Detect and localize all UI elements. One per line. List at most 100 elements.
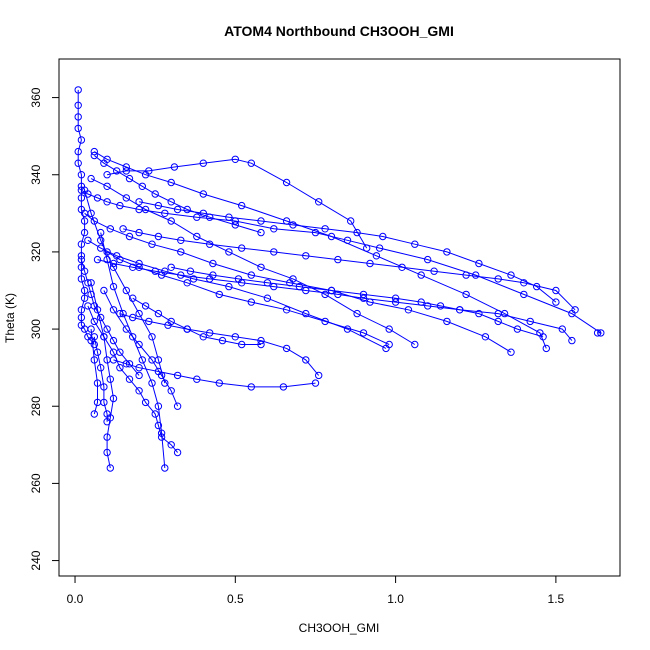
data-point	[90, 302, 99, 310]
x-tick-label: 0.5	[227, 592, 244, 606]
data-point	[315, 198, 323, 206]
data-point	[93, 348, 102, 356]
data-point	[430, 267, 438, 275]
data-point	[327, 286, 336, 295]
series-line	[100, 232, 166, 469]
data-point	[141, 398, 150, 407]
data-point	[177, 248, 185, 256]
series-line	[90, 178, 416, 345]
x-axis: 0.0 0.5 1.0 1.5	[67, 575, 565, 606]
data-point	[100, 286, 108, 295]
data-point	[183, 279, 191, 287]
data-point	[311, 379, 320, 387]
data-point	[199, 333, 208, 341]
y-tick-label: 360	[29, 87, 43, 107]
data-point	[302, 356, 310, 364]
series-line	[93, 155, 262, 234]
data-point	[135, 259, 143, 268]
data-point	[321, 317, 329, 326]
data-point	[125, 360, 134, 368]
x-tick-label: 1.0	[387, 592, 404, 606]
data-point	[359, 290, 368, 299]
data-point	[138, 356, 147, 364]
data-point	[462, 271, 470, 279]
data-point	[103, 448, 111, 457]
data-point	[507, 271, 515, 279]
y-tick-label: 240	[29, 550, 43, 570]
data-point	[77, 252, 86, 260]
data-point	[135, 364, 143, 372]
data-point	[106, 225, 115, 233]
data-point	[475, 259, 483, 268]
data-point	[135, 198, 143, 206]
data-point	[141, 302, 150, 310]
series-line	[93, 336, 108, 422]
data-point	[103, 198, 111, 206]
data-point	[456, 306, 464, 314]
data-point	[129, 333, 137, 341]
data-point	[225, 213, 233, 221]
series-line	[80, 259, 140, 376]
data-point	[154, 309, 163, 318]
data-point	[315, 371, 323, 380]
data-point	[74, 86, 82, 94]
data-point	[90, 333, 99, 341]
data-point	[494, 317, 502, 326]
data-point	[77, 194, 86, 202]
series-line	[84, 190, 166, 384]
data-point	[129, 313, 137, 322]
data-point	[116, 255, 124, 264]
data-point	[177, 236, 185, 245]
data-point	[154, 201, 163, 210]
data-point	[103, 410, 111, 418]
data-point	[129, 294, 137, 302]
series-line	[84, 212, 512, 353]
data-point	[135, 340, 143, 349]
data-point	[404, 306, 413, 314]
data-point	[106, 464, 115, 472]
data-point	[135, 228, 143, 237]
series-line	[139, 201, 557, 303]
data-point	[90, 340, 99, 349]
data-point	[109, 282, 118, 291]
data-point	[398, 263, 406, 271]
data-point	[148, 333, 156, 341]
data-point	[80, 217, 89, 225]
data-point	[148, 240, 156, 248]
data-point	[100, 333, 108, 341]
data-point	[116, 364, 124, 372]
chart-title: ATOM4 Northbound CH3OOH_GMI	[224, 23, 454, 39]
data-point	[263, 294, 272, 302]
data-point	[353, 309, 361, 318]
data-point	[93, 398, 102, 407]
data-point	[372, 252, 381, 260]
series-line	[119, 313, 320, 376]
data-point	[472, 271, 480, 279]
data-point	[327, 232, 336, 241]
data-point	[385, 340, 393, 349]
series-line	[122, 228, 576, 311]
data-point	[148, 356, 156, 364]
data-point	[494, 275, 502, 283]
data-point	[481, 333, 490, 341]
data-point	[119, 225, 127, 233]
data-point	[183, 325, 191, 333]
data-point	[462, 290, 470, 299]
data-point	[215, 379, 224, 387]
data-point	[84, 279, 92, 287]
data-point	[520, 290, 528, 299]
data-point	[90, 147, 99, 156]
data-point	[177, 271, 185, 279]
data-point	[193, 232, 201, 241]
data-point	[225, 248, 233, 256]
data-point	[385, 325, 393, 333]
data-point	[90, 151, 99, 160]
data-point	[366, 259, 374, 268]
data-point	[379, 232, 387, 241]
series-line	[103, 290, 179, 407]
data-point	[199, 159, 208, 167]
data-point	[270, 225, 278, 233]
data-point	[247, 383, 256, 391]
data-point	[513, 325, 522, 333]
data-point	[186, 267, 195, 275]
